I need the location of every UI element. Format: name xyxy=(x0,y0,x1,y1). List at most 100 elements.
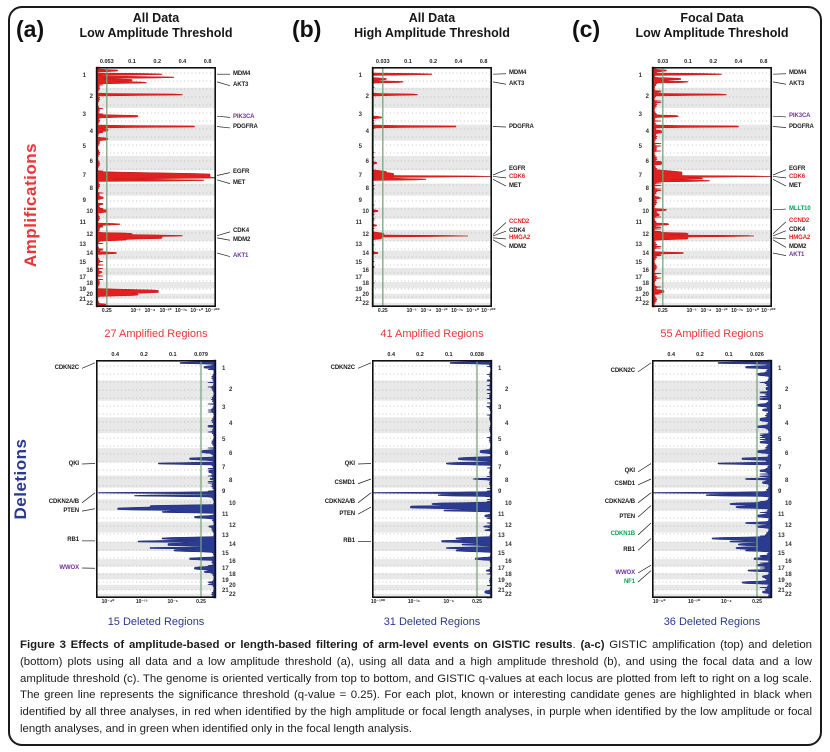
chromosome-label: 6 xyxy=(89,159,93,166)
chromosome-label: 21 xyxy=(498,587,505,594)
chromosome-label: 10 xyxy=(229,500,236,507)
chromosome-label: 20 xyxy=(785,583,792,590)
gene-label-akt3: AKT3 xyxy=(789,80,805,87)
gene-label-pdgfra: PDGFRA xyxy=(789,123,814,130)
chromosome-label: 5 xyxy=(638,144,642,151)
chromosome-label: 16 xyxy=(229,558,236,565)
chromosome-label: 19 xyxy=(635,287,642,293)
axis-tick-bottom: 0.25 xyxy=(377,308,388,314)
chromosome-label: 17 xyxy=(222,565,229,572)
gene-label-mdm2: MDM2 xyxy=(233,236,251,243)
chromosome-label: 2 xyxy=(785,386,789,393)
chromosome-label: 2 xyxy=(505,386,509,393)
chromosome-label: 12 xyxy=(229,523,236,530)
gene-label-met: MET xyxy=(509,182,522,189)
chromosome-label: 4 xyxy=(645,128,649,135)
gene-label-cdkn2ab: CDKN2A/B xyxy=(604,499,635,506)
chromosome-label: 5 xyxy=(358,144,362,151)
chromosome-label: 12 xyxy=(642,231,649,238)
chromosome-label: 10 xyxy=(505,500,512,507)
axis-tick-bottom: 10⁻² xyxy=(686,308,697,314)
chromosome-label: 13 xyxy=(79,241,86,248)
chromosome-label: 11 xyxy=(635,220,642,227)
panel-title-line2: Low Amplitude Threshold xyxy=(635,26,789,40)
axis-tick-bottom: 10⁻⁵⁰ xyxy=(190,308,204,314)
amplified-regions-count: 27 Amplified Regions xyxy=(104,328,208,340)
chromosome-label: 16 xyxy=(785,558,792,565)
chromosome-label: 7 xyxy=(778,464,782,471)
chromosome-label: 6 xyxy=(645,159,649,166)
gene-label-qki: QKI xyxy=(624,468,635,475)
gene-label-wwox: WWOX xyxy=(59,564,79,571)
chromosome-label: 14 xyxy=(86,251,93,258)
chromosome-label: 4 xyxy=(505,421,509,428)
chromosome-label: 10 xyxy=(86,209,93,216)
gene-label-mdm2: MDM2 xyxy=(789,243,807,250)
chromosome-label: 21 xyxy=(778,587,785,594)
axis-tick-top: 0.03 xyxy=(657,59,669,65)
gene-label-rb1: RB1 xyxy=(623,546,635,553)
axis-tick-top: 0.1 xyxy=(684,59,692,65)
gene-label-mllt10: MLLT10 xyxy=(789,205,811,212)
chromosome-label: 4 xyxy=(785,421,789,428)
deleted-regions-count: 15 Deleted Regions xyxy=(107,616,205,628)
axis-tick-top: 0.4 xyxy=(454,59,463,65)
gene-label-qki: QKI xyxy=(344,460,355,467)
chromosome-label: 10 xyxy=(785,500,792,507)
gene-label-cdkn2c: CDKN2C xyxy=(610,368,636,375)
chromosome-label: 22 xyxy=(229,591,236,598)
chromosome-label: 14 xyxy=(642,251,649,258)
chromosome-label: 3 xyxy=(82,112,86,119)
axis-tick-bottom: 10⁻⁶⁰ xyxy=(652,599,666,605)
chromosome-label: 5 xyxy=(498,436,502,443)
axis-tick-bottom: 10⁻¹⁰ xyxy=(159,308,172,314)
chromosome-label: 8 xyxy=(365,185,369,192)
chromosome-label: 3 xyxy=(358,112,362,119)
gene-callout-lines xyxy=(81,362,96,569)
chromosome-label: 15 xyxy=(79,259,86,266)
chromosome-label: 22 xyxy=(785,591,792,598)
chromosome-label: 12 xyxy=(785,523,792,530)
chromosome-label: 8 xyxy=(785,477,789,484)
chromosome-label: 10 xyxy=(642,209,649,216)
figure-caption: Figure 3 Effects of amplitude-based or l… xyxy=(20,637,812,738)
amplification-plot xyxy=(371,66,493,308)
chromosome-label: 15 xyxy=(778,551,785,558)
gene-label-wwox: WWOX xyxy=(615,569,635,576)
gene-label-ccnd2: CCND2 xyxy=(789,218,810,225)
axis-tick-top: 0.2 xyxy=(696,352,704,358)
chromosome-label: 13 xyxy=(778,533,785,540)
chromosome-label: 13 xyxy=(635,241,642,248)
gene-label-akt3: AKT3 xyxy=(509,80,525,87)
chromosome-label: 11 xyxy=(778,512,785,519)
chromosome-label: 15 xyxy=(355,259,362,266)
chromosome-label: 4 xyxy=(365,128,369,135)
axis-tick-bottom: 10⁻²⁵ xyxy=(731,308,744,314)
chromosome-label: 22 xyxy=(505,591,512,598)
axis-tick-bottom: 0.25 xyxy=(472,599,482,605)
gene-label-cdk4: CDK4 xyxy=(233,228,249,235)
axis-tick-top: 0.038 xyxy=(470,352,484,358)
gene-label-rb1: RB1 xyxy=(67,537,79,544)
gene-label-pik3ca: PIK3CA xyxy=(233,113,255,120)
chromosome-label: 19 xyxy=(222,578,229,585)
chromosome-label: 2 xyxy=(229,386,233,393)
axis-tick-bottom: 0.25 xyxy=(752,599,762,605)
axis-tick-bottom: 0.25 xyxy=(196,599,206,605)
axis-tick-bottom: 10⁻⁴ xyxy=(144,308,156,314)
chromosome-label: 11 xyxy=(79,220,86,227)
chromosome-label: 12 xyxy=(362,231,369,238)
chromosome-label: 11 xyxy=(498,512,505,519)
gene-label-pdgfra: PDGFRA xyxy=(509,123,534,130)
axis-tick-bottom: 10⁻²⁵ xyxy=(175,308,188,314)
chromosome-label: 9 xyxy=(82,197,86,204)
axis-tick-top: 0.026 xyxy=(750,352,764,358)
axis-tick-top: 0.2 xyxy=(429,59,438,65)
deletion-plot xyxy=(96,359,217,599)
panel-a: (a) All Data Low Amplitude Threshold 0.053 0… xyxy=(0,0,276,630)
axis-tick-top: 0.079 xyxy=(194,352,208,358)
gene-label-egfr: EGFR xyxy=(233,169,250,176)
axis-tick-bottom: 10⁻⁴ xyxy=(721,599,732,605)
chromosome-label: 21 xyxy=(79,296,86,303)
